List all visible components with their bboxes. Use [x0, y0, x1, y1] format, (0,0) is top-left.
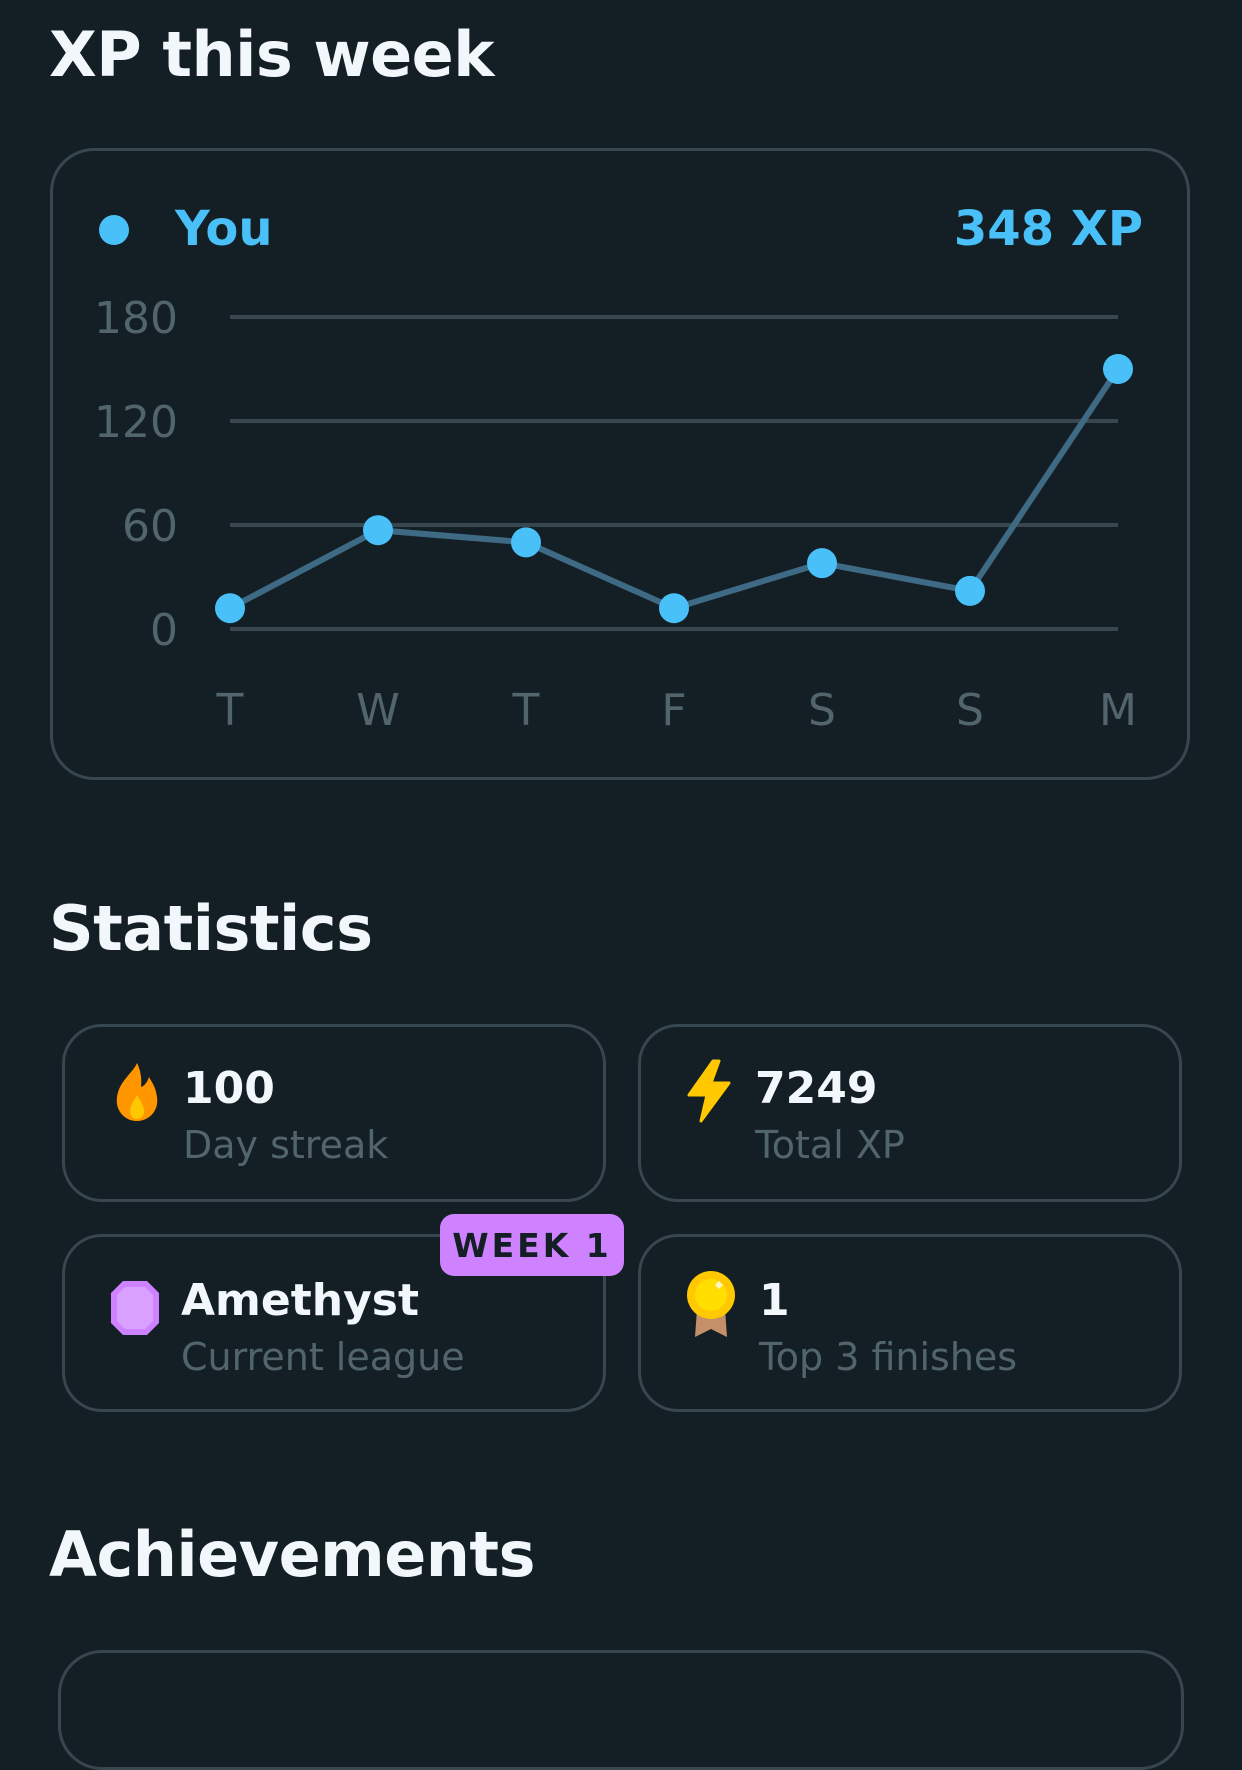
stat-card-top3-finishes: 1 Top 3 finishes — [638, 1234, 1182, 1412]
top3-label: Top 3 finishes — [759, 1335, 1018, 1379]
medal-icon — [687, 1271, 735, 1337]
lightning-icon — [687, 1059, 731, 1123]
total-xp-value: 7249 — [755, 1063, 878, 1114]
flame-icon — [116, 1063, 158, 1121]
weekly-xp-total: 348 XP — [953, 201, 1143, 257]
stat-card-current-league: Amethyst Current league — [62, 1234, 606, 1412]
y-tick-label: 120 — [94, 397, 178, 448]
data-point — [659, 593, 689, 624]
y-tick-label: 0 — [150, 605, 178, 656]
x-tick-label: S — [956, 685, 984, 736]
data-point — [511, 527, 541, 558]
data-point — [215, 593, 245, 624]
data-point — [807, 548, 837, 579]
x-tick-label: T — [512, 685, 540, 736]
series-line — [227, 366, 1121, 612]
x-tick-label: F — [661, 685, 686, 736]
x-tick-label: S — [808, 685, 836, 736]
legend-dot — [99, 215, 129, 245]
data-point — [363, 515, 393, 546]
legend-label-you: You — [175, 201, 273, 257]
data-point — [955, 575, 985, 606]
stat-card-day-streak: 100 Day streak — [62, 1024, 606, 1202]
league-value: Amethyst — [181, 1275, 420, 1326]
data-point — [1103, 354, 1133, 384]
xp-chart-card: You 348 XP 180 120 60 0 T W T F S S M — [50, 148, 1190, 780]
streak-value: 100 — [183, 1063, 275, 1114]
x-tick-label: W — [356, 685, 400, 736]
top3-value: 1 — [759, 1275, 790, 1326]
x-tick-label: T — [216, 685, 244, 736]
statistics-title: Statistics — [49, 892, 373, 965]
total-xp-label: Total XP — [755, 1123, 905, 1167]
y-tick-label: 60 — [122, 501, 178, 552]
y-tick-label: 180 — [94, 293, 178, 344]
x-tick-label: M — [1099, 685, 1137, 736]
streak-label: Day streak — [183, 1123, 389, 1167]
league-label: Current league — [181, 1335, 465, 1379]
achievements-title: Achievements — [49, 1518, 535, 1591]
amethyst-gem-icon — [111, 1281, 159, 1335]
xp-this-week-title: XP this week — [49, 18, 494, 91]
stat-card-total-xp: 7249 Total XP — [638, 1024, 1182, 1202]
achievements-card — [58, 1650, 1184, 1770]
week-badge: WEEK 1 — [440, 1214, 624, 1276]
